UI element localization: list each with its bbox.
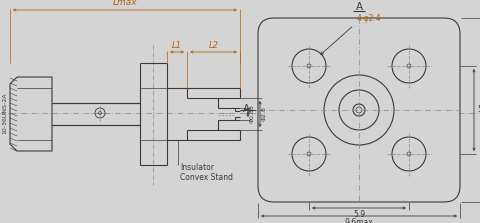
Text: 5.9: 5.9 [352,210,364,219]
Text: 5.9: 5.9 [476,105,480,114]
Text: Convex Stand: Convex Stand [180,173,232,182]
FancyBboxPatch shape [257,18,459,202]
Text: L2: L2 [208,41,218,50]
Text: 10-36UNS-2A: 10-36UNS-2A [2,92,8,134]
Text: A: A [242,104,249,114]
Text: Lmax: Lmax [112,0,137,7]
Text: 9.6max: 9.6max [344,218,372,223]
Text: L1: L1 [172,41,181,50]
Text: Insulator: Insulator [180,163,214,173]
Text: 4-φ2.4: 4-φ2.4 [356,14,381,23]
Text: A: A [355,2,362,12]
Text: Φ0.88: Φ0.88 [250,105,254,123]
Text: Φ2.8: Φ2.8 [262,107,266,122]
